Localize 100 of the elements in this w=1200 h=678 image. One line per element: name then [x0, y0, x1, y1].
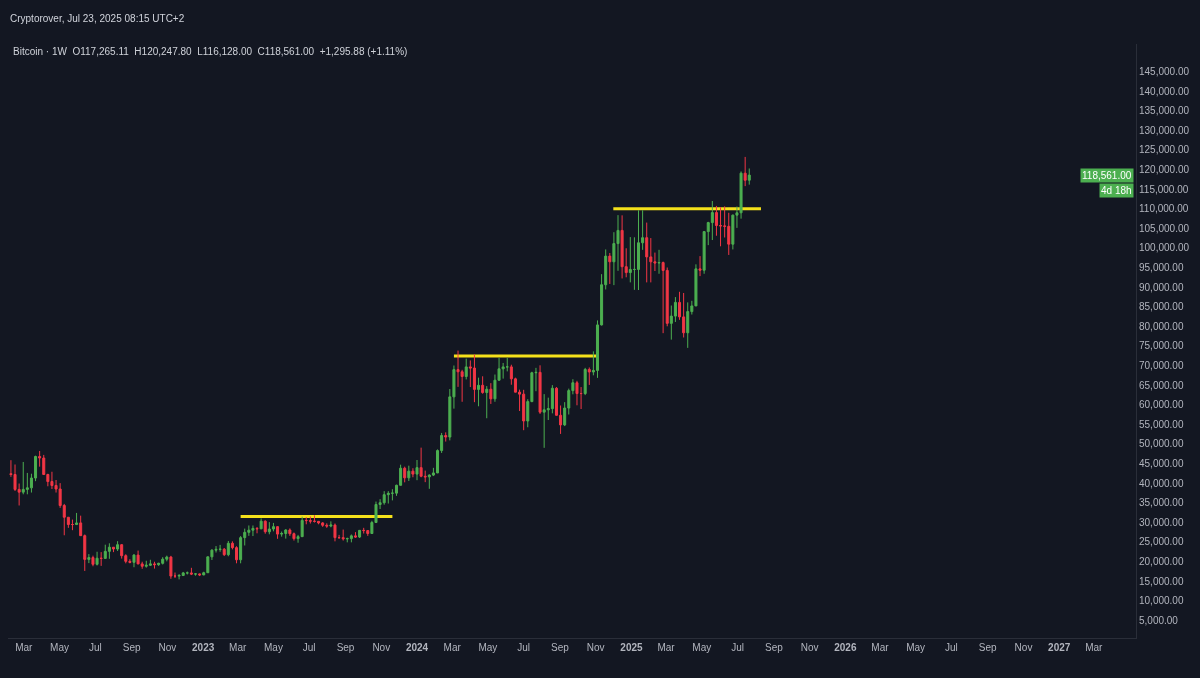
y-tick-label: 95,000.00	[1139, 261, 1184, 273]
y-tick-label: 20,000.00	[1139, 556, 1184, 568]
y-tick-label: 65,000.00	[1139, 379, 1184, 391]
candlestick	[464, 358, 468, 380]
candlestick	[403, 466, 407, 483]
candlestick	[251, 524, 255, 537]
candlestick	[661, 261, 665, 334]
candlestick	[481, 375, 485, 395]
y-tick-label: 5,000.00	[1139, 614, 1179, 626]
y-tick-label: 15,000.00	[1139, 575, 1184, 587]
candlestick	[103, 544, 107, 560]
candlestick	[620, 214, 624, 279]
x-tick-label: Nov	[800, 642, 819, 653]
y-tick-label: 55,000.00	[1139, 418, 1184, 430]
x-tick-label: Sep	[551, 642, 570, 653]
candlestick	[255, 526, 259, 534]
candlestick	[148, 559, 152, 567]
candlestick	[120, 543, 124, 560]
candlestick	[177, 573, 181, 580]
candlestick	[362, 527, 366, 535]
x-tick-label: Mar	[15, 642, 34, 653]
y-tick-label: 40,000.00	[1139, 477, 1184, 489]
candlestick	[415, 459, 419, 481]
x-tick-label: May	[692, 642, 712, 653]
annotation: 4d 18h	[1101, 185, 1132, 196]
candlestick	[575, 380, 579, 406]
x-tick-label: Nov	[586, 642, 605, 653]
candlestick	[152, 561, 156, 570]
y-tick-label: 100,000.00	[1139, 242, 1190, 254]
candlestick	[645, 222, 649, 283]
candlestick	[218, 544, 222, 553]
candlestick	[116, 540, 120, 552]
y-tick-label: 110,000.00	[1139, 203, 1189, 215]
candlestick	[169, 555, 173, 580]
x-tick-label: Sep	[764, 642, 784, 653]
candlestick	[308, 515, 312, 525]
candlestick	[333, 523, 337, 542]
candlestick	[284, 528, 288, 540]
y-tick-label: 35,000.00	[1139, 497, 1184, 509]
x-tick-label: May	[478, 642, 498, 653]
y-tick-label: 70,000.00	[1139, 360, 1184, 371]
candlestick	[477, 377, 481, 407]
text: Cryptorover, Jul 23, 2025 08:15 UTC+2	[10, 13, 185, 24]
candlestick	[743, 156, 747, 187]
candlestick	[444, 431, 448, 443]
candlestick	[682, 292, 686, 338]
candlestick	[136, 550, 140, 565]
candlestick	[276, 525, 280, 540]
x-tick-label: 2026	[834, 642, 857, 653]
candlestick	[587, 366, 591, 386]
x-tick-label: Nov	[372, 642, 391, 653]
candlestick	[686, 301, 690, 349]
x-tick-label: May	[50, 642, 70, 653]
annotation: 118,561.00	[1082, 170, 1132, 181]
chart-title: Bitcoin · 1W O117,265.11 H120,247.80 L116,128.00 C118,561.00 +1,295.88 (+1.11%)	[13, 46, 408, 57]
x-tick-label: Mar	[229, 642, 247, 653]
x-tick-label: Jul	[302, 642, 316, 653]
candlestick	[304, 516, 308, 525]
candlestick	[325, 522, 329, 529]
y-tick-label: 145,000.00	[1139, 65, 1190, 77]
candlestick	[222, 547, 226, 557]
candlestick	[341, 529, 345, 542]
x-tick-label: Mar	[443, 642, 462, 653]
candlestick	[312, 514, 316, 524]
candlestick	[353, 531, 357, 539]
candlestick	[747, 167, 751, 186]
candlestick	[538, 364, 542, 415]
candlestick	[263, 519, 267, 535]
x-tick-label: Nov	[1014, 642, 1033, 653]
candlestick	[419, 447, 423, 478]
candlestick	[235, 545, 239, 564]
x-tick-label: 2024	[405, 642, 429, 653]
candlestick	[542, 393, 546, 449]
candlestick	[345, 537, 349, 543]
x-tick-label: Sep	[122, 642, 141, 653]
candlestick	[472, 354, 476, 403]
candlestick	[75, 512, 79, 526]
candlestick	[637, 209, 641, 291]
candlestick	[259, 517, 263, 530]
candlestick	[99, 551, 103, 567]
candlestick	[165, 555, 169, 562]
candlestick	[91, 555, 95, 567]
candlestick	[87, 553, 91, 564]
x-tick-label: 2027	[1048, 642, 1071, 653]
x-tick-label: Jul	[517, 642, 531, 653]
y-tick-label: 10,000.00	[1139, 595, 1184, 607]
candlestick	[583, 367, 587, 396]
candlestick	[198, 573, 202, 577]
candlestick	[189, 567, 193, 576]
y-tick-label: 85,000.00	[1139, 301, 1184, 313]
x-tick-label: May	[264, 642, 283, 653]
y-tick-label: 90,000.00	[1139, 281, 1184, 293]
y-tick-label: 45,000.00	[1139, 458, 1184, 470]
candlestick	[95, 551, 99, 566]
x-tick-label: May	[906, 642, 926, 653]
candlestick	[329, 520, 333, 528]
candlestick	[719, 206, 723, 247]
x-tick-label: 2023	[192, 642, 215, 653]
candlestick	[144, 560, 148, 569]
candlestick	[132, 553, 136, 568]
